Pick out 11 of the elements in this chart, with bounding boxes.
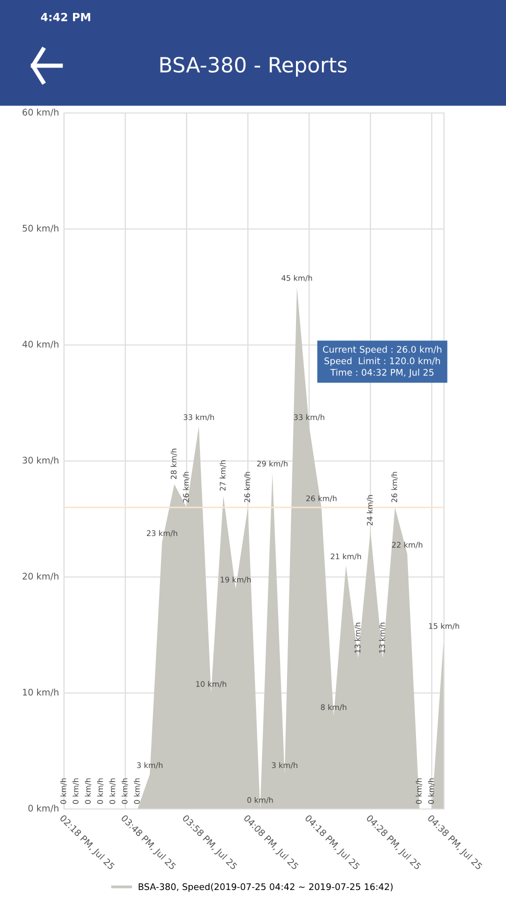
y-tick-label: 0 km/h [28, 804, 58, 812]
y-tick-label: 30 km/h [22, 456, 58, 464]
annotation: Current Speed : 26.0 km/h Speed Limit : 120.0 km/h Time : 04:32 PM, Jul 25 [323, 346, 442, 378]
text: 4:42 PM [40, 12, 90, 22]
y-tick-label: 20 km/h [22, 572, 58, 580]
y-tick-label: 10 km/h [22, 688, 58, 696]
legend-label: BSA-380, Speed(2019-07-25 04:42 ~ 2019-07-25 16:42) [138, 883, 393, 892]
y-tick-label: 50 km/h [22, 224, 58, 232]
y-tick-label: 40 km/h [22, 340, 58, 348]
chart-title: BSA-380 - Reports [160, 56, 347, 77]
y-tick-label: 60 km/h [22, 108, 58, 116]
